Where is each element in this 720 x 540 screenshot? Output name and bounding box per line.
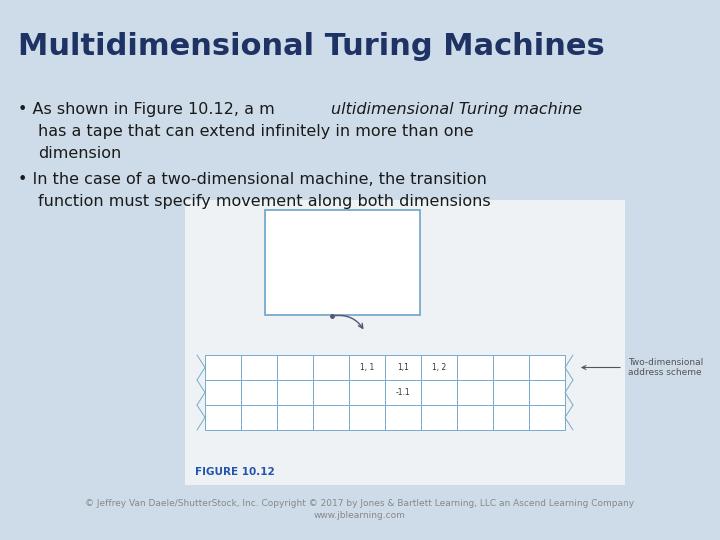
Bar xyxy=(205,355,241,380)
Bar xyxy=(205,405,241,430)
Bar xyxy=(529,405,565,430)
Text: -1.1: -1.1 xyxy=(396,388,410,397)
Text: 1,1: 1,1 xyxy=(397,363,409,372)
Bar xyxy=(241,380,277,405)
Bar xyxy=(493,405,529,430)
Bar xyxy=(241,405,277,430)
Bar xyxy=(457,380,493,405)
Bar xyxy=(313,355,349,380)
Bar xyxy=(421,355,457,380)
Text: dimension: dimension xyxy=(38,146,121,161)
Bar xyxy=(277,380,313,405)
Bar xyxy=(313,380,349,405)
Bar xyxy=(457,355,493,380)
Bar xyxy=(385,380,421,405)
Text: Multidimensional Turing Machines: Multidimensional Turing Machines xyxy=(18,32,605,61)
Bar xyxy=(349,380,385,405)
Bar xyxy=(385,405,421,430)
Bar xyxy=(277,405,313,430)
Bar xyxy=(421,380,457,405)
Bar xyxy=(349,405,385,430)
Text: • As shown in Figure 10.12, a m: • As shown in Figure 10.12, a m xyxy=(18,102,275,117)
Bar xyxy=(265,210,420,315)
Text: function must specify movement along both dimensions: function must specify movement along bot… xyxy=(38,194,490,209)
Bar xyxy=(349,355,385,380)
Bar xyxy=(493,355,529,380)
Text: © Jeffrey Van Daele/ShutterStock, Inc. Copyright © 2017 by Jones & Bartlett Lear: © Jeffrey Van Daele/ShutterStock, Inc. C… xyxy=(86,498,634,520)
Text: FIGURE 10.12: FIGURE 10.12 xyxy=(195,467,275,477)
Bar xyxy=(421,405,457,430)
Text: 1, 1: 1, 1 xyxy=(360,363,374,372)
Bar xyxy=(385,355,421,380)
Bar xyxy=(457,405,493,430)
Bar xyxy=(529,380,565,405)
Text: ultidimensional Turing machine: ultidimensional Turing machine xyxy=(331,102,582,117)
Bar xyxy=(205,380,241,405)
Text: • In the case of a two-dimensional machine, the transition: • In the case of a two-dimensional machi… xyxy=(18,172,487,187)
Bar xyxy=(529,355,565,380)
Text: Two-dimensional
address scheme: Two-dimensional address scheme xyxy=(628,358,703,377)
Text: 1, 2: 1, 2 xyxy=(432,363,446,372)
Bar xyxy=(313,405,349,430)
Bar xyxy=(493,380,529,405)
Bar xyxy=(185,200,625,485)
Text: has a tape that can extend infinitely in more than one: has a tape that can extend infinitely in… xyxy=(38,124,474,139)
Bar xyxy=(277,355,313,380)
Bar xyxy=(241,355,277,380)
